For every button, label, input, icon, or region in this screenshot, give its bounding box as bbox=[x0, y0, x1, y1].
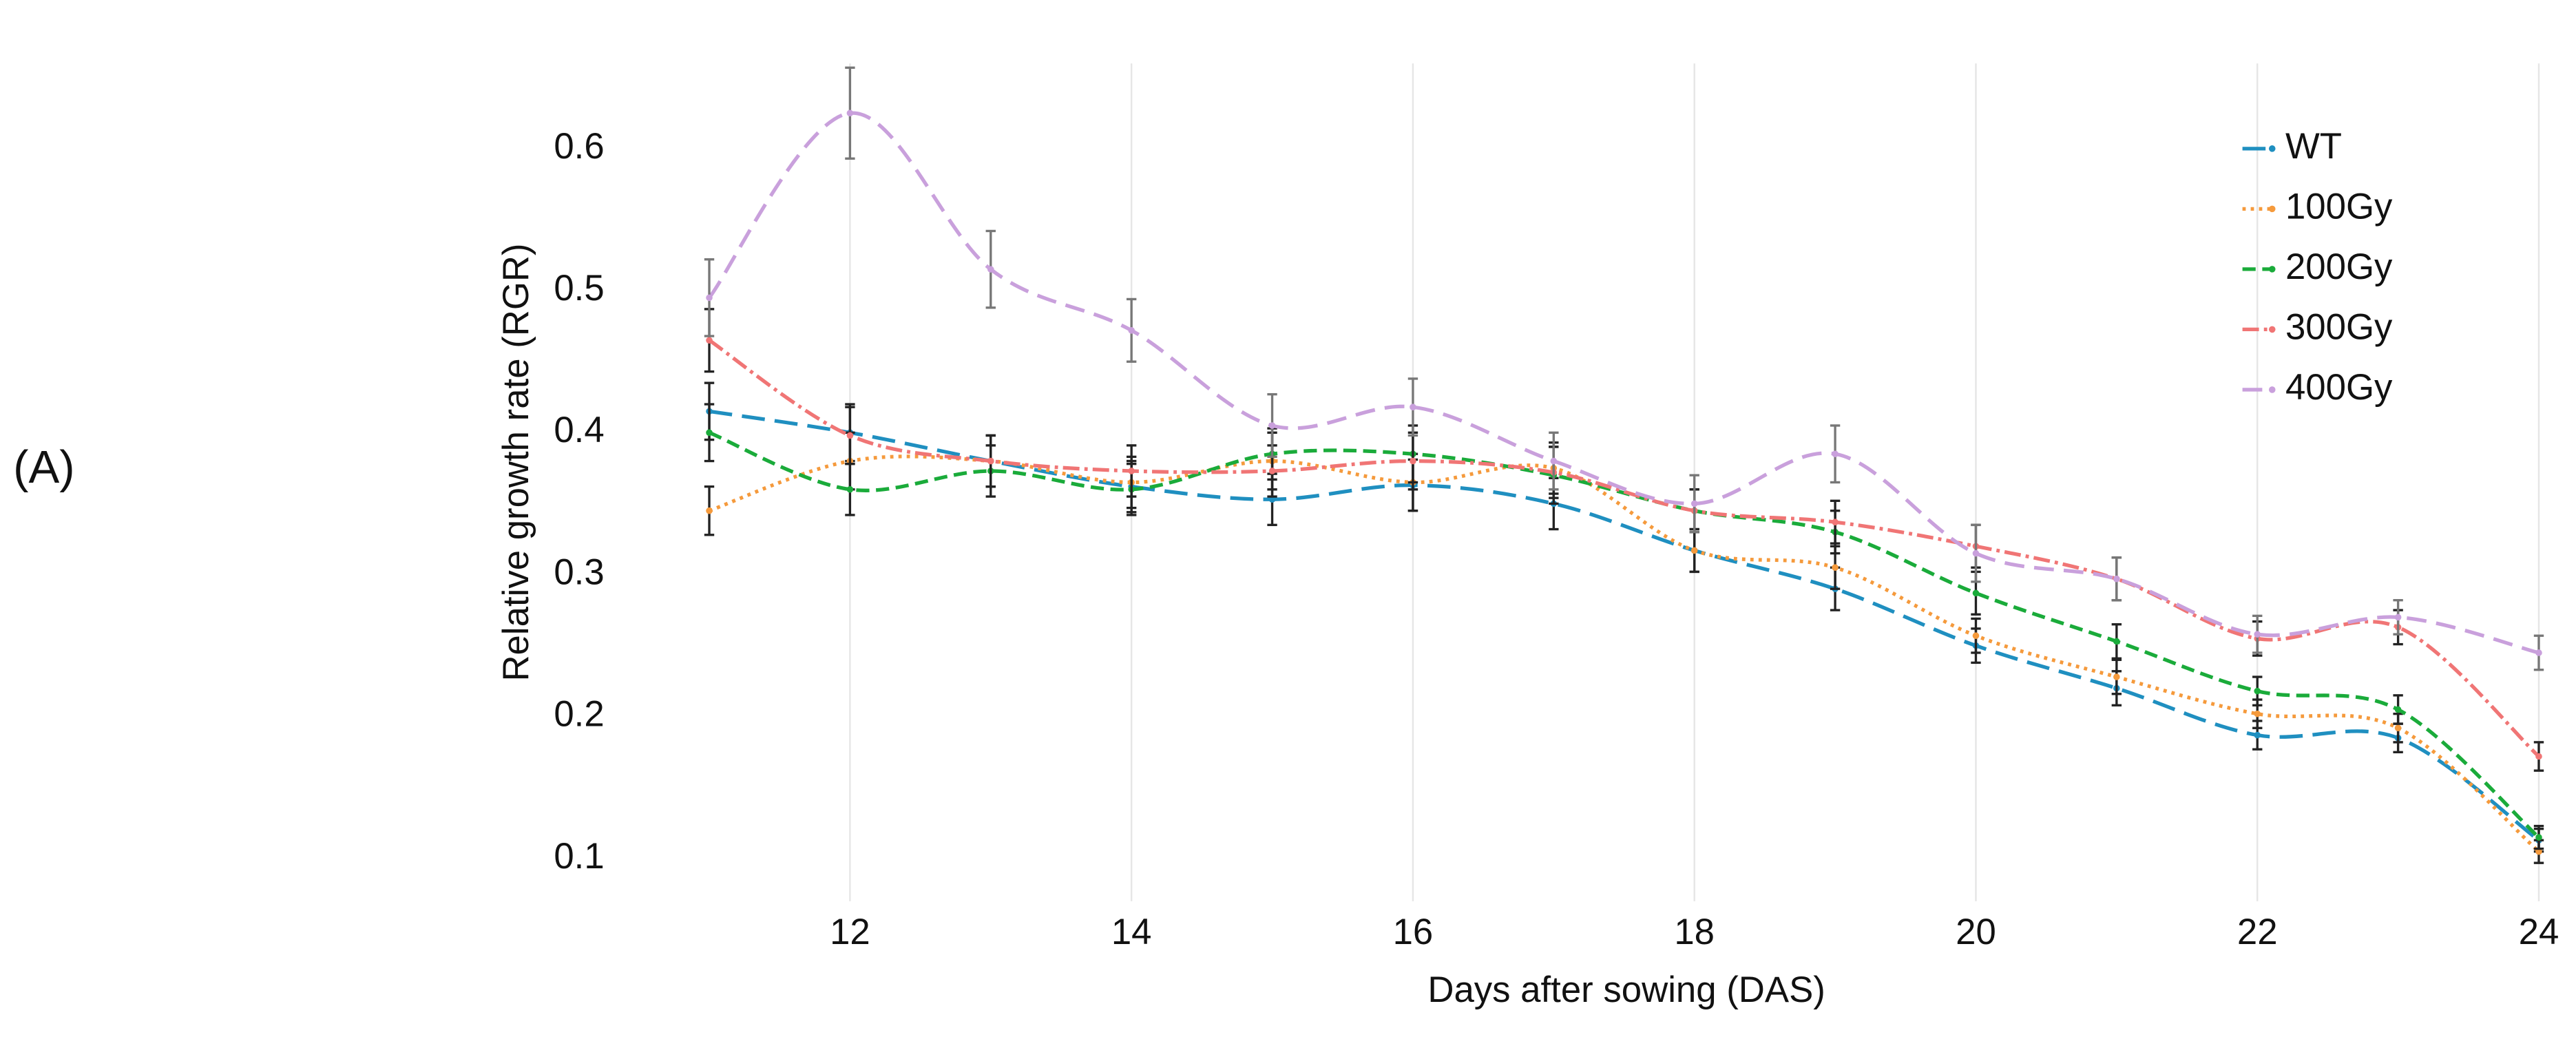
x-tick-label: 22 bbox=[2237, 912, 2278, 952]
point bbox=[706, 337, 713, 344]
y-axis-label: Relative growth rate (RGR) bbox=[496, 243, 536, 681]
point bbox=[1832, 518, 1839, 526]
point bbox=[1972, 589, 1980, 597]
legend-marker bbox=[2268, 386, 2276, 393]
error-bar bbox=[2533, 634, 2544, 671]
error-bar bbox=[845, 406, 855, 465]
error-bar bbox=[985, 434, 996, 488]
error-bar bbox=[1549, 431, 1559, 491]
point bbox=[2254, 731, 2261, 739]
point bbox=[987, 457, 994, 465]
y-tick-label: 0.2 bbox=[554, 694, 604, 735]
error-bar bbox=[1407, 431, 1418, 491]
error-bar bbox=[1971, 617, 1981, 654]
point bbox=[2113, 638, 2120, 645]
error-bar bbox=[704, 403, 715, 463]
point bbox=[2394, 614, 2402, 621]
x-tick-label: 24 bbox=[2519, 912, 2559, 952]
legend-label: WT bbox=[2285, 126, 2342, 167]
point bbox=[1972, 549, 1980, 557]
point bbox=[846, 109, 854, 117]
error-bar bbox=[2252, 675, 2263, 706]
legend-marker bbox=[2268, 266, 2276, 273]
error-bar bbox=[2393, 598, 2403, 636]
legend-label: 300Gy bbox=[2285, 306, 2393, 347]
legend-label: 400Gy bbox=[2285, 367, 2393, 408]
point bbox=[1972, 632, 1980, 640]
x-axis-label: Days after sowing (DAS) bbox=[1427, 970, 1825, 1010]
point bbox=[1832, 450, 1839, 458]
error-bar bbox=[1971, 523, 1981, 583]
error-bar bbox=[1830, 499, 1841, 545]
y-tick-label: 0.4 bbox=[554, 410, 604, 450]
error-bar bbox=[2393, 694, 2403, 725]
point bbox=[2254, 631, 2261, 638]
point bbox=[2535, 753, 2542, 760]
legend-marker bbox=[2268, 326, 2276, 333]
error-bar bbox=[1126, 297, 1137, 363]
point bbox=[706, 294, 713, 302]
y-tick-label: 0.6 bbox=[554, 126, 604, 167]
error-bar bbox=[985, 229, 996, 309]
series-line bbox=[709, 454, 2540, 853]
point bbox=[1268, 468, 1276, 474]
error-bar bbox=[1407, 377, 1418, 437]
point bbox=[1410, 457, 1416, 465]
point bbox=[2113, 673, 2120, 680]
error-bar bbox=[2111, 623, 2122, 660]
point bbox=[1410, 404, 1416, 410]
x-tick-label: 18 bbox=[1674, 912, 1715, 952]
point bbox=[987, 266, 994, 273]
point bbox=[1128, 468, 1135, 474]
error-bar bbox=[845, 66, 855, 160]
error-bar bbox=[2533, 741, 2544, 772]
y-tick-label: 0.5 bbox=[554, 268, 604, 308]
point bbox=[2535, 649, 2542, 656]
legend-label: 100Gy bbox=[2285, 186, 2393, 227]
point bbox=[846, 485, 854, 493]
x-tick-label: 12 bbox=[830, 912, 870, 952]
point bbox=[1268, 422, 1276, 429]
error-bar bbox=[1689, 474, 1699, 534]
series-line bbox=[707, 111, 2540, 655]
point bbox=[1550, 457, 1558, 465]
error-bar bbox=[704, 485, 715, 536]
point bbox=[846, 432, 854, 439]
point bbox=[1268, 496, 1276, 503]
y-tick-label: 0.3 bbox=[554, 552, 604, 592]
x-tick-label: 20 bbox=[1956, 912, 1996, 952]
x-tick-label: 14 bbox=[1111, 912, 1152, 952]
legend-marker bbox=[2268, 205, 2276, 213]
legend-label: 200Gy bbox=[2285, 247, 2393, 287]
point bbox=[2254, 687, 2261, 695]
point bbox=[1690, 500, 1698, 507]
point bbox=[2535, 834, 2542, 841]
error-bar bbox=[1830, 424, 1841, 484]
error-bar bbox=[2111, 658, 2122, 695]
panel-label: (A) bbox=[13, 441, 74, 493]
point bbox=[706, 429, 713, 437]
point bbox=[2254, 710, 2261, 717]
point bbox=[1832, 564, 1839, 572]
y-tick-label: 0.1 bbox=[554, 836, 604, 877]
legend-marker bbox=[2268, 145, 2276, 152]
x-tick-label: 16 bbox=[1393, 912, 1434, 952]
point bbox=[2535, 848, 2542, 855]
point bbox=[2394, 706, 2402, 713]
error-bar bbox=[1126, 444, 1137, 498]
point bbox=[2113, 575, 2120, 583]
point bbox=[2394, 724, 2402, 732]
point bbox=[706, 507, 713, 514]
error-bar bbox=[2111, 556, 2122, 602]
series-line bbox=[709, 409, 2540, 842]
error-bar bbox=[2533, 824, 2544, 850]
error-bar bbox=[2252, 614, 2263, 654]
error-bar bbox=[1267, 392, 1277, 459]
point bbox=[1128, 327, 1135, 334]
point bbox=[1690, 547, 1698, 554]
error-bar bbox=[704, 258, 715, 337]
